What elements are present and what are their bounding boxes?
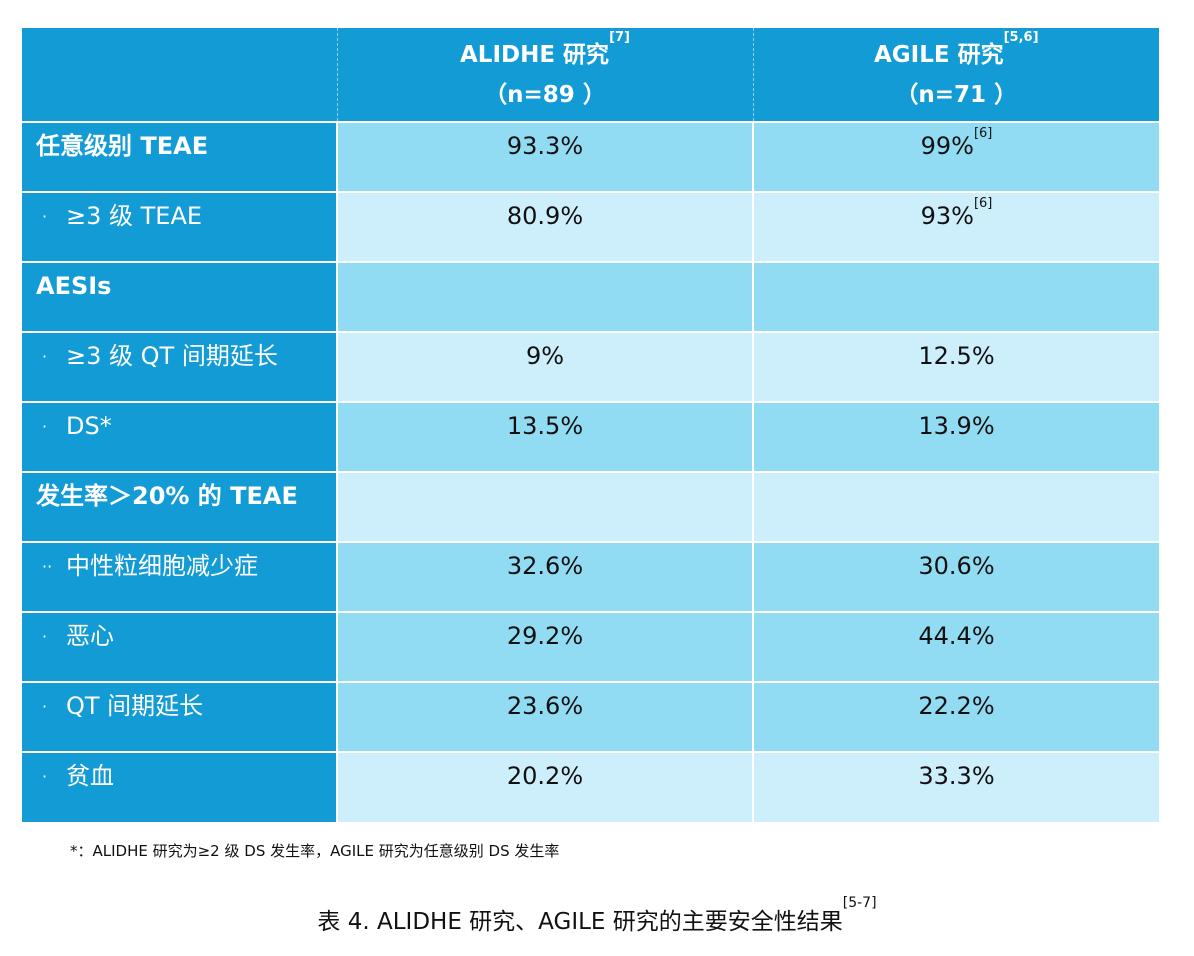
column-header-alidhe: ALIDHE 研究[7] （n=89 ） (336, 28, 753, 123)
value-cell-alidhe (336, 472, 753, 543)
reference-marker: [7] (609, 29, 630, 45)
table-footnote: *：ALIDHE 研究为≥2 级 DS 发生率，AGILE 研究为任意级别 DS… (70, 842, 560, 860)
row-label-cell: AESIs (22, 262, 337, 333)
row-label: QT 间期延长 (66, 692, 204, 720)
row-label-cell: · 贫血 (22, 752, 337, 822)
value-cell-alidhe: 80.9% (336, 192, 753, 263)
cell-value: 29.2% (506, 622, 584, 650)
caption-text: 表 4. ALIDHE 研究、AGILE 研究的主要安全性结果 (317, 909, 843, 935)
table-header-row: ALIDHE 研究[7] （n=89 ） AGILE 研究[5,6] （n=71… (22, 28, 1159, 123)
row-label-cell: · 恶心 (22, 612, 337, 683)
cell-value: 13.5% (506, 412, 584, 440)
row-label: DS* (66, 412, 112, 440)
sample-size: （n=89 ） (484, 81, 606, 108)
value-cell-agile: 33.3% (752, 752, 1159, 822)
sample-size: （n=71 ） (895, 81, 1018, 108)
row-label: ≥3 级 TEAE (66, 202, 203, 230)
table-row: · 恶心 29.2% 44.4% (22, 612, 1159, 683)
column-header-agile: AGILE 研究[5,6] （n=71 ） (752, 28, 1159, 123)
row-label: 中性粒细胞减少症 (66, 552, 258, 580)
row-label: 贫血 (66, 762, 114, 790)
bullet-marker: · (42, 347, 48, 366)
row-label: 发生率＞20% 的 TEAE (36, 482, 298, 510)
row-label-cell: · DS* (22, 402, 337, 473)
row-label: 恶心 (66, 622, 114, 650)
value-cell-alidhe (336, 262, 753, 333)
table-caption: 表 4. ALIDHE 研究、AGILE 研究的主要安全性结果[5-7] (0, 896, 1194, 936)
value-cell-alidhe: 32.6% (336, 542, 753, 613)
row-label: 任意级别 TEAE (36, 132, 209, 160)
table-row: ·· 中性粒细胞减少症 32.6% 30.6% (22, 542, 1159, 613)
value-cell-agile: 93%[6] (752, 192, 1159, 263)
row-label: ≥3 级 QT 间期延长 (66, 342, 278, 370)
cell-value: 93.3% (506, 132, 584, 160)
cell-value: 9% (525, 342, 565, 370)
table-row: · ≥3 级 TEAE 80.9% 93%[6] (22, 192, 1159, 263)
row-label: AESIs (36, 272, 112, 300)
table-row: 任意级别 TEAE 93.3% 99%[6] (22, 122, 1159, 193)
value-cell-agile: 12.5% (752, 332, 1159, 403)
cell-value: 22.2% (918, 692, 995, 720)
bullet-marker: ·· (42, 557, 53, 576)
value-cell-alidhe: 23.6% (336, 682, 753, 753)
safety-results-table-container: ALIDHE 研究[7] （n=89 ） AGILE 研究[5,6] （n=71… (22, 28, 1159, 822)
reference-marker: [6] (973, 196, 993, 211)
bullet-marker: · (42, 697, 48, 716)
bullet-marker: · (42, 767, 48, 786)
value-cell-agile (752, 472, 1159, 543)
value-cell-agile: 99%[6] (752, 122, 1159, 193)
value-cell-agile: 13.9% (752, 402, 1159, 473)
row-label-cell: · ≥3 级 QT 间期延长 (22, 332, 337, 403)
column-name: ALIDHE 研究 (459, 41, 610, 68)
row-label-cell: · ≥3 级 TEAE (22, 192, 337, 263)
value-cell-alidhe: 9% (336, 332, 753, 403)
table-row: 发生率＞20% 的 TEAE (22, 472, 1159, 543)
row-label-cell: 任意级别 TEAE (22, 122, 337, 193)
value-cell-alidhe: 93.3% (336, 122, 753, 193)
value-cell-alidhe: 13.5% (336, 402, 753, 473)
row-label-cell: · QT 间期延长 (22, 682, 337, 753)
value-cell-agile: 22.2% (752, 682, 1159, 753)
cell-value: 80.9% (506, 202, 584, 230)
table-row: · DS* 13.5% 13.9% (22, 402, 1159, 473)
bullet-marker: · (42, 207, 48, 226)
cell-value: 33.3% (918, 762, 995, 790)
cell-value: 32.6% (506, 552, 584, 580)
cell-value: 12.5% (918, 342, 995, 370)
row-label-cell: ·· 中性粒细胞减少症 (22, 542, 337, 613)
cell-value: 99% (920, 132, 974, 160)
cell-value: 23.6% (506, 692, 584, 720)
row-label-cell: 发生率＞20% 的 TEAE (22, 472, 337, 543)
value-cell-alidhe: 29.2% (336, 612, 753, 683)
bullet-marker: · (42, 417, 48, 436)
table-row: · ≥3 级 QT 间期延长 9% 12.5% (22, 332, 1159, 403)
value-cell-agile: 44.4% (752, 612, 1159, 683)
safety-results-table: ALIDHE 研究[7] （n=89 ） AGILE 研究[5,6] （n=71… (22, 28, 1159, 822)
value-cell-agile (752, 262, 1159, 333)
caption-reference-marker: [5-7] (842, 895, 877, 911)
reference-marker: [6] (973, 126, 993, 141)
cell-value: 93% (920, 202, 974, 230)
cell-value: 13.9% (918, 412, 995, 440)
reference-marker: [5,6] (1003, 29, 1039, 45)
cell-value: 20.2% (506, 762, 584, 790)
table-row: · 贫血 20.2% 33.3% (22, 752, 1159, 822)
bullet-marker: · (42, 627, 48, 646)
cell-value: 30.6% (918, 552, 995, 580)
cell-value: 44.4% (918, 622, 995, 650)
value-cell-agile: 30.6% (752, 542, 1159, 613)
table-row: · QT 间期延长 23.6% 22.2% (22, 682, 1159, 753)
value-cell-alidhe: 20.2% (336, 752, 753, 822)
table-row: AESIs (22, 262, 1159, 333)
column-name: AGILE 研究 (873, 41, 1004, 68)
header-corner-cell (22, 28, 337, 123)
